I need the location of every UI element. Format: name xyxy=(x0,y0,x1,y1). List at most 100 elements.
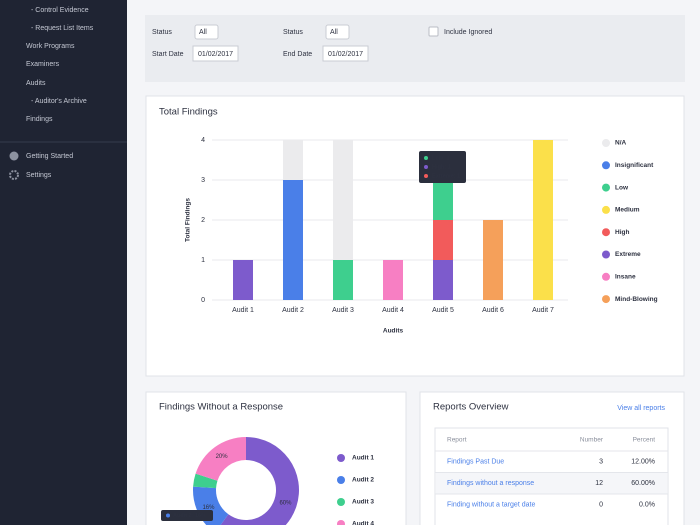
date-input[interactable] xyxy=(192,45,239,62)
x-tick-label: Audit 2 xyxy=(282,307,304,314)
bar-segment xyxy=(233,260,253,300)
legend-label[interactable]: Audit 3 xyxy=(352,499,374,506)
legend-swatch xyxy=(337,454,345,462)
filter-label: End Date xyxy=(283,51,312,58)
select-value: All xyxy=(199,29,207,36)
nav-item[interactable]: Audits xyxy=(26,80,46,87)
legend-label[interactable]: Insane xyxy=(615,274,636,281)
bar-segment xyxy=(483,220,503,300)
legend-swatch xyxy=(602,139,610,147)
legend-label[interactable]: Mind-Blowing xyxy=(615,296,658,303)
y-tick-label: 2 xyxy=(201,217,205,224)
legend-swatch xyxy=(602,205,610,214)
table-cell: 0.0% xyxy=(639,501,655,508)
tooltip xyxy=(161,510,213,521)
nav-item[interactable]: Settings xyxy=(26,172,52,179)
bar-segment xyxy=(433,180,453,220)
tooltip-dot xyxy=(424,156,428,160)
card xyxy=(145,95,685,377)
table-cell: 12 xyxy=(595,480,603,487)
date-value: 01/02/2017 xyxy=(328,51,363,58)
settings-icon xyxy=(9,170,19,180)
bar-segment xyxy=(383,260,403,300)
bar-segment xyxy=(533,140,553,300)
view-all-link[interactable]: View all reports xyxy=(617,405,665,412)
checkbox[interactable] xyxy=(428,26,439,37)
legend-label[interactable]: Audit 2 xyxy=(352,477,374,484)
donut-slice xyxy=(195,437,246,481)
tooltip-text: Low: 1 xyxy=(432,155,449,161)
bar-segment xyxy=(283,140,303,180)
x-tick-label: Audit 7 xyxy=(532,307,554,314)
donut-chart: 60% 16% 20% Audit 1 Audit 2 Audit 3 Audit 4 Aud… xyxy=(161,437,374,525)
nav-item[interactable]: - Control Evidence xyxy=(31,7,89,14)
bar-segment xyxy=(433,220,453,260)
x-tick-label: Audit 4 xyxy=(382,307,404,314)
x-tick-label: Audit 3 xyxy=(332,307,354,314)
legend-label[interactable]: High xyxy=(615,229,629,236)
nav-item[interactable]: - Auditor's Archive xyxy=(31,98,87,105)
legend-swatch xyxy=(602,161,610,170)
tooltip-text: Extreme: 1 xyxy=(432,173,460,179)
select[interactable] xyxy=(325,24,350,40)
legend-swatch xyxy=(337,476,345,484)
legend-label[interactable]: Extreme xyxy=(615,251,641,258)
donut-slice xyxy=(220,437,299,525)
legend-swatch xyxy=(602,228,610,237)
bar-segment xyxy=(283,180,303,300)
x-tick-label: Audit 5 xyxy=(432,307,454,314)
info-icon xyxy=(9,151,19,161)
nav-item[interactable]: - Request List Items xyxy=(31,25,94,32)
table-cell: 3 xyxy=(599,458,603,465)
legend-label[interactable]: Audit 1 xyxy=(352,455,374,462)
table-cell[interactable]: Finding without a target date xyxy=(447,501,535,508)
table-cell[interactable]: Findings Past Due xyxy=(447,458,504,465)
legend-label[interactable]: Low xyxy=(615,184,629,191)
select-value: All xyxy=(330,29,338,36)
bar-chart: 0 1 2 3 4 Audit 1 Audit 2 Audit 3 Audit 4 Audit 5… xyxy=(201,137,658,314)
table-cell: 0 xyxy=(599,501,603,508)
tooltip-dot xyxy=(424,174,428,178)
slice-label: 60% xyxy=(279,500,292,506)
table-body: Report Number Percent Findings Past Due 3 12.… xyxy=(435,437,668,508)
tooltip-dot xyxy=(166,513,170,518)
table-cell[interactable]: Findings without a response xyxy=(447,480,534,487)
legend-label[interactable]: Medium xyxy=(615,207,640,214)
legend-swatch xyxy=(602,295,610,304)
x-tick-label: Audit 1 xyxy=(232,307,254,314)
card-title: Reports Overview xyxy=(433,402,509,413)
legend-label[interactable]: N/A xyxy=(615,140,627,147)
filter-label: Start Date xyxy=(152,51,184,58)
checkbox-label: Include Ignored xyxy=(444,29,492,36)
y-tick-label: 1 xyxy=(201,257,205,264)
y-tick-label: 0 xyxy=(201,297,205,304)
card-title: Total Findings xyxy=(159,107,218,118)
legend-label[interactable]: Insignificant xyxy=(615,162,654,169)
table-cell: 12.00% xyxy=(631,458,655,465)
bar-segment xyxy=(333,140,353,260)
legend-swatch xyxy=(602,183,610,192)
nav-item[interactable]: Findings xyxy=(26,116,53,123)
sidebar xyxy=(0,0,127,525)
column-header: Percent xyxy=(633,437,656,444)
legend-swatch xyxy=(337,498,345,506)
slice-label: 20% xyxy=(216,454,229,460)
column-header: Report xyxy=(447,437,467,444)
select[interactable] xyxy=(194,24,219,40)
y-tick-label: 4 xyxy=(201,137,205,144)
nav-item[interactable]: Work Programs xyxy=(26,43,75,50)
column-header: Number xyxy=(580,437,604,444)
date-input[interactable] xyxy=(322,45,369,62)
legend-swatch xyxy=(602,250,610,259)
nav-item[interactable]: Examiners xyxy=(26,61,60,68)
date-value: 01/02/2017 xyxy=(198,51,233,58)
legend-label[interactable]: Audit 4 xyxy=(352,521,374,525)
tooltip-text: Audit 2: 16% xyxy=(173,513,206,519)
legend-swatch xyxy=(602,272,610,281)
tooltip-dot xyxy=(424,165,428,169)
filter-label: Status xyxy=(152,29,172,36)
nav-item[interactable]: Getting Started xyxy=(26,153,73,160)
y-axis-label: Total Findings xyxy=(185,198,192,242)
